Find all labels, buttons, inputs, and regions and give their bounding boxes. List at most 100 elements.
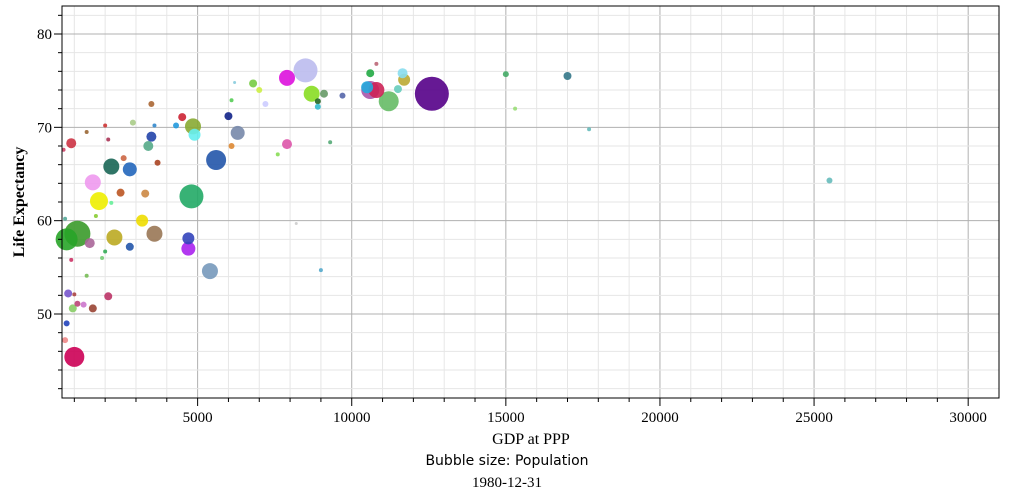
bubble-point — [148, 101, 155, 107]
bubble-point — [378, 91, 399, 112]
bubble-point — [179, 184, 204, 209]
y-tick-label: 50 — [37, 307, 52, 323]
bubble-point — [201, 263, 218, 280]
y-tick-label: 70 — [37, 120, 52, 136]
bubble-point — [188, 128, 201, 141]
bubble-point — [88, 304, 97, 313]
x-axis: 5000 10000 15000 20000 25000 30000 — [73, 398, 987, 426]
bubble-point — [206, 150, 227, 170]
bubble-point — [103, 123, 108, 128]
bubble-point — [84, 273, 89, 278]
bubble-point — [294, 221, 298, 225]
bubble-point — [275, 152, 280, 157]
bubble-point — [361, 81, 374, 94]
bubble-point — [152, 123, 157, 128]
bubble-point — [282, 139, 293, 150]
bubble-point — [314, 103, 321, 110]
bubble-point — [72, 292, 77, 297]
bubble-point — [64, 346, 85, 367]
bubble-point — [143, 141, 154, 151]
bubble-point — [339, 92, 346, 99]
bubble-series — [55, 58, 833, 367]
bubble-point — [154, 159, 161, 166]
x-tick-label: 15000 — [487, 410, 525, 426]
bubble-point — [89, 192, 108, 211]
bubble-point — [228, 143, 235, 149]
bubble-point — [64, 289, 73, 298]
bubble-point — [84, 238, 95, 249]
bubble-point — [125, 242, 134, 251]
bubble-point — [182, 232, 195, 245]
bubble-point — [366, 69, 375, 78]
bubble-point — [279, 69, 296, 86]
x-tick-label: 20000 — [641, 410, 679, 426]
bubble-point — [563, 72, 572, 80]
bubble-point — [513, 106, 518, 111]
bubble-point — [80, 301, 87, 308]
y-axis-title: Life Expectancy — [11, 147, 28, 258]
bubble-point — [314, 98, 321, 105]
bubble-point — [104, 292, 113, 301]
bubble-point — [61, 147, 66, 152]
bubble-point — [374, 61, 379, 66]
bubble-point — [146, 225, 163, 242]
bubble-point — [256, 87, 263, 93]
bubble-size-caption: Bubble size: Population — [425, 453, 588, 469]
bubble-point — [106, 229, 123, 246]
x-axis-title: GDP at PPP — [492, 431, 570, 448]
bubble-point — [293, 58, 318, 83]
bubble-point — [318, 268, 323, 273]
date-label: 1980-12-31 — [472, 475, 542, 491]
bubble-point — [103, 249, 108, 254]
bubble-point — [303, 85, 320, 102]
bubble-point — [62, 337, 69, 344]
bubble-point — [224, 112, 233, 121]
bubble-point — [178, 113, 187, 122]
bubble-point — [129, 119, 136, 126]
bubble-point — [106, 137, 111, 142]
bubble-point — [109, 200, 114, 205]
bubble-point — [397, 68, 408, 79]
bubble-point — [233, 81, 237, 85]
x-tick-label: 25000 — [795, 410, 833, 426]
bubble-point — [319, 89, 328, 98]
y-axis: 50 60 70 80 — [37, 14, 62, 390]
bubble-point — [84, 130, 89, 134]
y-tick-label: 80 — [37, 27, 52, 43]
bubble-point — [229, 98, 234, 103]
bubble-point — [146, 131, 157, 142]
grid-lines — [62, 6, 999, 398]
bubble-point — [173, 122, 180, 129]
bubble-point — [100, 256, 105, 260]
bubble-point — [103, 158, 120, 175]
bubble-point — [414, 76, 449, 111]
bubble-point — [587, 127, 592, 132]
bubble-point — [66, 138, 77, 149]
bubble-point — [181, 241, 196, 256]
bubble-point — [63, 216, 68, 221]
bubble-point — [230, 125, 245, 140]
bubble-point — [74, 300, 81, 307]
bubble-point — [68, 304, 77, 313]
bubble-point — [120, 155, 127, 162]
bubble-point — [328, 140, 333, 145]
x-tick-label: 5000 — [183, 410, 213, 426]
bubble-point — [141, 189, 150, 198]
bubble-point — [249, 79, 258, 88]
x-tick-label: 10000 — [333, 410, 371, 426]
bubble-point — [84, 174, 101, 191]
bubble-point — [393, 85, 402, 94]
bubble-point — [55, 228, 78, 251]
bubble-point — [122, 162, 137, 177]
bubble-point — [63, 320, 70, 327]
bubble-point — [93, 214, 98, 218]
bubble-point — [502, 71, 509, 78]
x-tick-label: 30000 — [949, 410, 987, 426]
bubble-point — [826, 177, 833, 184]
y-tick-label: 60 — [37, 214, 52, 230]
bubble-point — [136, 214, 149, 227]
bubble-point — [116, 188, 125, 197]
bubble-point — [69, 257, 74, 262]
bubble-point — [262, 101, 269, 107]
